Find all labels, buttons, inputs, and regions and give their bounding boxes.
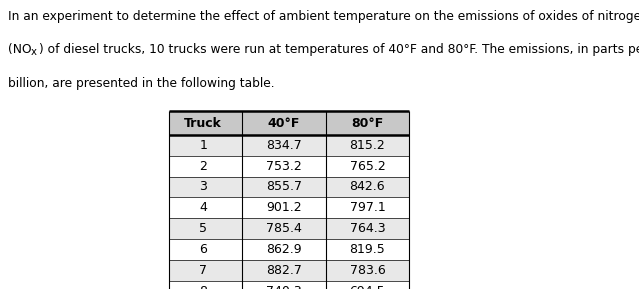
- Text: 815.2: 815.2: [350, 139, 385, 152]
- Bar: [169, 156, 409, 177]
- Text: 855.7: 855.7: [266, 181, 302, 193]
- Text: 80°F: 80°F: [351, 117, 383, 129]
- Text: 862.9: 862.9: [266, 243, 302, 256]
- Text: (NO: (NO: [8, 43, 31, 56]
- Bar: [169, 218, 409, 239]
- Text: Truck: Truck: [184, 117, 222, 129]
- Text: 5: 5: [199, 222, 207, 235]
- Text: 40°F: 40°F: [268, 117, 300, 129]
- Text: 6: 6: [199, 243, 207, 256]
- Text: 819.5: 819.5: [350, 243, 385, 256]
- Bar: [169, 177, 409, 197]
- Text: 764.3: 764.3: [350, 222, 385, 235]
- Text: 7: 7: [199, 264, 207, 277]
- Text: In an experiment to determine the effect of ambient temperature on the emissions: In an experiment to determine the effect…: [8, 10, 639, 23]
- Bar: [169, 197, 409, 218]
- Bar: [169, 281, 409, 289]
- Bar: [169, 111, 409, 135]
- Bar: [169, 239, 409, 260]
- Text: 765.2: 765.2: [350, 160, 385, 173]
- Text: billion, are presented in the following table.: billion, are presented in the following …: [8, 77, 274, 90]
- Text: x: x: [31, 47, 37, 58]
- Text: 785.4: 785.4: [266, 222, 302, 235]
- Bar: [169, 260, 409, 281]
- Text: 882.7: 882.7: [266, 264, 302, 277]
- Text: 2: 2: [199, 160, 207, 173]
- Bar: [169, 135, 409, 156]
- Text: 8: 8: [199, 285, 207, 289]
- Text: 3: 3: [199, 181, 207, 193]
- Text: 694.5: 694.5: [350, 285, 385, 289]
- Text: ) of diesel trucks, 10 trucks were run at temperatures of 40°F and 80°F. The emi: ) of diesel trucks, 10 trucks were run a…: [40, 43, 639, 56]
- Text: 842.6: 842.6: [350, 181, 385, 193]
- Text: 797.1: 797.1: [350, 201, 385, 214]
- Text: 740.3: 740.3: [266, 285, 302, 289]
- Text: 901.2: 901.2: [266, 201, 302, 214]
- Text: 753.2: 753.2: [266, 160, 302, 173]
- Text: 4: 4: [199, 201, 207, 214]
- Text: 783.6: 783.6: [350, 264, 385, 277]
- Text: 1: 1: [199, 139, 207, 152]
- Text: 834.7: 834.7: [266, 139, 302, 152]
